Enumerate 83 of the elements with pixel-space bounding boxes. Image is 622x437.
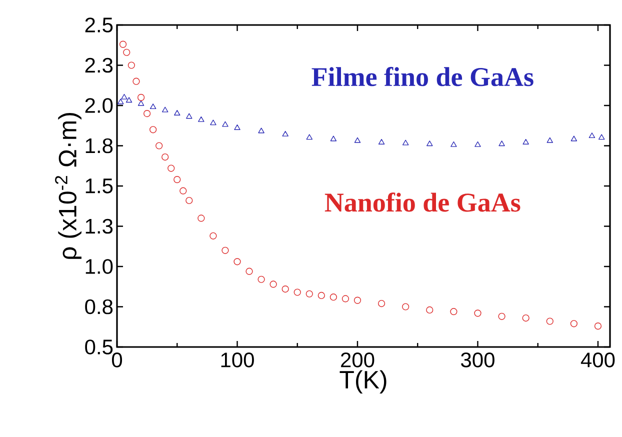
point [210,120,216,126]
point [234,124,240,130]
point [138,100,144,106]
point [119,40,127,48]
point [498,312,506,320]
point [222,246,229,254]
point [306,134,313,140]
x-tick-label: 400 [580,352,615,368]
series-label: Filme fino de GaAs [312,66,534,86]
y-tick-label: 0.8 [85,299,113,314]
point [402,140,409,146]
point [128,62,135,69]
point [270,280,277,288]
point [138,94,145,101]
point [180,187,187,194]
y-tick-label: 1.5 [86,178,113,194]
point [234,258,241,266]
y-tick-label: 2.3 [85,58,113,73]
point [186,196,193,204]
point [162,106,168,112]
text: Nanofio de GaAs [324,192,520,212]
point [198,116,204,122]
point [198,214,205,222]
point [246,268,253,275]
point [402,303,410,310]
point [354,137,361,143]
point [132,78,140,85]
point [474,141,481,147]
point [306,290,313,298]
point [222,121,228,127]
point [522,138,529,144]
point [318,292,325,300]
point [570,136,578,142]
y-tick-label: 1.8 [86,138,113,154]
point [282,285,289,293]
point [210,232,217,240]
x-tick-label: 300 [461,352,494,368]
point [186,113,192,119]
point [282,130,288,136]
point [126,97,132,103]
y-tick-label: 0.5 [85,340,113,354]
point [354,296,362,304]
point [450,308,458,316]
point [258,276,265,283]
y-tick-label: 1.0 [86,259,113,274]
point [162,153,169,161]
point [570,320,578,328]
point [294,288,301,296]
point [378,300,386,308]
point [150,126,157,134]
point [121,94,128,100]
point [498,140,505,146]
point [426,306,434,314]
y-tick-label: 2.0 [85,98,113,113]
point [174,176,181,184]
x-tick-label: 200 [341,352,374,368]
point [378,138,385,144]
point [594,322,602,330]
point [150,104,156,110]
point [426,140,433,146]
x-tick-label: 100 [221,352,254,368]
point [123,48,130,56]
point [168,164,175,172]
point [588,132,596,138]
point [330,294,337,301]
point [156,142,163,150]
point [546,137,553,143]
point [450,141,457,147]
point [474,310,482,317]
point [258,128,264,134]
point [117,98,124,104]
point [598,134,605,140]
point [546,318,554,325]
y-tick-label: 2.5 [85,18,113,32]
y-tick-label: 1.3 [86,218,113,234]
point [174,110,180,116]
point [342,295,350,302]
point [330,136,337,142]
y-axis-title: ρ (x10$^{-2}$ Ω·m) [55,113,82,259]
x-tick-label: 0 [112,352,122,368]
x-axis-title: T(K) [340,370,386,394]
point [144,110,151,118]
point [522,314,530,322]
